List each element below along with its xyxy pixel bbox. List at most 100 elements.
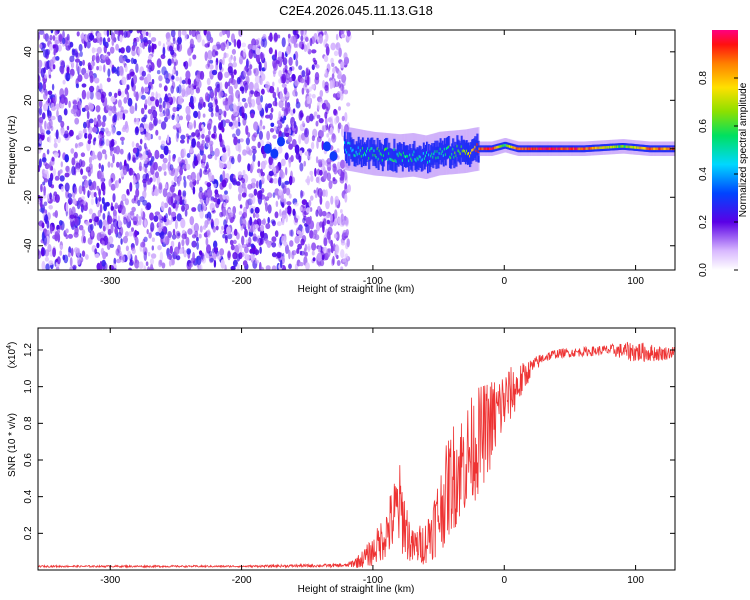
spectrogram-cell bbox=[196, 255, 202, 266]
spectrogram-cell bbox=[101, 54, 105, 61]
spectrogram-cell bbox=[322, 246, 328, 254]
spectrogram-cell bbox=[209, 140, 214, 146]
spectrogram-cell bbox=[158, 119, 162, 125]
spectrogram-cell bbox=[71, 61, 75, 69]
spectrogram-cell bbox=[98, 65, 103, 72]
spectrogram-cell bbox=[104, 96, 108, 107]
spectrogram-cell bbox=[151, 37, 157, 42]
spectrogram-cell bbox=[308, 86, 313, 92]
spectrogram-cell bbox=[90, 191, 95, 199]
spectrogram-cell bbox=[140, 207, 144, 218]
colorbar-ticks: 0.0 0.2 0.4 0.6 0.8 bbox=[698, 71, 738, 277]
spectrogram-cell bbox=[250, 90, 255, 95]
spectrogram-cell bbox=[205, 197, 209, 206]
spectrogram-cell bbox=[62, 254, 66, 261]
spectrogram-cell bbox=[347, 141, 350, 145]
spectrogram-cell bbox=[52, 64, 56, 70]
spectrogram-cell bbox=[326, 230, 331, 240]
spectrogram-cell bbox=[84, 132, 88, 139]
spectrogram-cell bbox=[238, 55, 244, 65]
spectrogram-cell bbox=[143, 181, 147, 188]
spectrogram-cell bbox=[333, 233, 338, 239]
spectrogram-cell bbox=[163, 171, 167, 176]
spectrogram-cell bbox=[167, 58, 172, 66]
spectrogram-cell bbox=[82, 128, 86, 134]
spectrogram-cell bbox=[70, 247, 74, 257]
spectrogram-cell bbox=[119, 161, 123, 171]
spectrogram-cell bbox=[118, 178, 122, 184]
spectrogram-cell bbox=[308, 199, 312, 207]
spectrogram-cell bbox=[127, 97, 133, 107]
spectrogram-cell bbox=[69, 55, 75, 63]
spectrogram-cell bbox=[324, 111, 328, 119]
spectrogram-cell bbox=[81, 83, 87, 88]
spectrogram-cell bbox=[193, 153, 197, 162]
spectrogram-cell bbox=[316, 139, 319, 149]
spectrogram-cell bbox=[657, 147, 660, 151]
spectrogram-cell bbox=[219, 162, 225, 169]
spectrogram-cell bbox=[100, 181, 106, 192]
spectrogram-cell bbox=[112, 115, 116, 123]
spectrogram-cell bbox=[254, 82, 259, 92]
spectrogram-cell bbox=[330, 57, 334, 64]
spectrogram-cell bbox=[332, 177, 336, 182]
spectrogram-cell bbox=[139, 156, 144, 161]
spectrogram-cell bbox=[265, 114, 271, 119]
spectrogram-cell bbox=[339, 177, 345, 184]
spectrogram-cell bbox=[273, 125, 278, 131]
spectrogram-cell bbox=[268, 47, 273, 55]
snr-series-line bbox=[38, 341, 675, 569]
spectrogram-cell bbox=[55, 103, 60, 110]
spectrogram-cell bbox=[211, 174, 215, 182]
spectrogram-cell bbox=[143, 251, 147, 262]
spectrogram-cell bbox=[123, 30, 128, 38]
spectrogram-cell bbox=[344, 171, 348, 181]
spectrogram-cell bbox=[239, 138, 244, 143]
spectrogram-cell bbox=[287, 135, 293, 143]
spectrogram-cell bbox=[304, 127, 309, 138]
spectrogram-cell bbox=[290, 229, 294, 237]
spectrogram-cell bbox=[287, 37, 291, 44]
spectrogram-cell bbox=[63, 133, 69, 139]
spectrogram-cell bbox=[53, 47, 56, 56]
spectrogram-cell bbox=[102, 115, 107, 122]
spectrogram-cell bbox=[239, 216, 243, 227]
spectrogram-cell bbox=[183, 61, 186, 67]
spectrogram-cell bbox=[190, 171, 196, 182]
spectrogram-cell bbox=[254, 259, 259, 264]
spectrogram-cell bbox=[64, 182, 70, 192]
spectrogram-cell bbox=[175, 230, 181, 239]
spectrogram-cell bbox=[96, 185, 100, 191]
spectrogram-cell bbox=[60, 97, 65, 104]
spectrogram-cell bbox=[316, 114, 321, 119]
spectrogram-cell bbox=[268, 170, 274, 177]
spectrogram-cell bbox=[209, 202, 215, 212]
spectrogram-cell bbox=[162, 188, 168, 198]
spectrogram-cell bbox=[119, 111, 123, 120]
spectrogram-cell bbox=[191, 104, 195, 110]
spectrogram-cell bbox=[223, 110, 227, 118]
spectrogram-cell bbox=[332, 255, 335, 266]
spectrogram-cell bbox=[79, 51, 83, 57]
spectrogram-cell bbox=[173, 175, 178, 182]
spectrogram-cell bbox=[245, 199, 250, 210]
spectrogram-cell bbox=[272, 134, 277, 139]
spectrogram-cell bbox=[305, 67, 309, 77]
spectrogram-cell bbox=[252, 236, 258, 242]
spectrogram-cell bbox=[175, 123, 181, 128]
spectrogram-cell bbox=[65, 72, 71, 82]
spectrogram-cell bbox=[147, 109, 153, 115]
spectrogram-cell bbox=[76, 108, 81, 117]
spectrogram-cell bbox=[58, 224, 62, 230]
spectrogram-cell bbox=[180, 134, 186, 140]
spectrogram-cell bbox=[179, 115, 184, 121]
spectrogram-cell bbox=[321, 254, 325, 261]
spectrogram-cell bbox=[198, 233, 202, 239]
spectrogram-cell bbox=[105, 56, 110, 64]
spectrogram-cell bbox=[82, 59, 85, 66]
x-tick-label: 0 bbox=[501, 575, 507, 586]
spectrogram-cell bbox=[227, 209, 232, 213]
spectrogram-cell bbox=[189, 30, 192, 36]
spectrogram-cell bbox=[328, 180, 333, 190]
spectrogram-cell bbox=[176, 104, 182, 110]
